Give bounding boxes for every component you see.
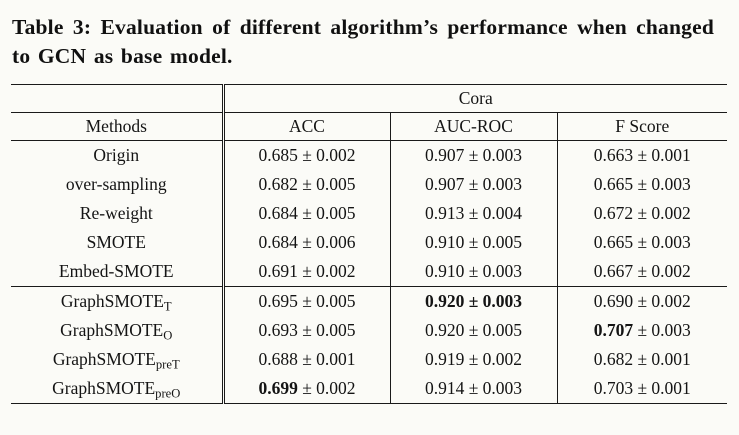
metric-cell: 0.682 ± 0.001 [593,349,691,370]
method-subscript: T [163,299,172,314]
metric-cell: 0.920 ± 0.003 [390,286,558,317]
method-name: GraphSMOTET [11,286,225,317]
method-base-label: GraphSMOTE [52,349,156,370]
method-name: Origin [11,140,225,171]
table-row: Origin 0.685 ± 0.002 0.907 ± 0.003 0.663 ± … [11,140,727,171]
table-row: GraphSMOTEO 0.693 ± 0.005 0.920 ± 0.005 0.7… [11,316,727,346]
table-row: GraphSMOTEpreT 0.688 ± 0.001 0.919 ± 0.002… [11,345,727,375]
table-row: Embed-SMOTE 0.691 ± 0.002 0.910 ± 0.003 0.6… [11,257,728,288]
metric-cell: 0.685 ± 0.002 [223,140,391,171]
metric-cell: 0.910 ± 0.005 [390,228,558,258]
metric-cell: 0.699 ± 0.002 [223,374,391,404]
metric-cell: 0.920 ± 0.005 [390,316,558,346]
metric-cell: 0.682 ± 0.005 [223,170,391,200]
method-base-label: GraphSMOTE [52,378,156,399]
method-subscript: preO [155,386,181,401]
metric-cell: 0.665 ± 0.003 [593,232,691,253]
paper-page: Table 3: Evaluation of different algorit… [11,15,728,405]
column-header-methods: Methods [11,112,225,142]
metric-cell: 0.691 ± 0.002 [223,257,391,288]
method-base-label: GraphSMOTE [60,320,164,341]
method-name: GraphSMOTEpreT [11,345,225,375]
metric-cell: 0.907 ± 0.003 [390,170,558,200]
metric-cell: 0.693 ± 0.005 [223,316,391,346]
dataset-name-header: Cora [223,84,728,114]
table-row: Re-weight 0.684 ± 0.005 0.913 ± 0.004 0.672… [11,199,727,229]
table-body: Origin 0.685 ± 0.002 0.907 ± 0.003 0.663 ± … [11,140,728,404]
metric-cell: 0.688 ± 0.001 [223,345,391,375]
metric-cell: 0.684 ± 0.005 [223,199,391,229]
empty-corner-cell [11,84,225,114]
metric-cell: 0.690 ± 0.002 [593,291,691,312]
method-base-label: GraphSMOTE [60,291,164,312]
column-header-acc: ACC [223,112,391,142]
table-row: SMOTE 0.684 ± 0.006 0.910 ± 0.005 0.665 ± 0… [11,228,727,258]
method-subscript: preT [155,357,180,372]
metric-cell: 0.907 ± 0.003 [390,140,558,171]
metric-cell: 0.663 ± 0.001 [593,145,691,166]
metric-cell: 0.672 ± 0.002 [593,203,691,224]
column-header-row: Methods ACC AUC-ROC F Score [11,112,728,142]
metric-cell: 0.914 ± 0.003 [390,374,558,404]
method-base-label: SMOTE [86,232,146,253]
table-row: over-sampling 0.682 ± 0.005 0.907 ± 0.003 0… [11,170,727,200]
results-table: Cora Methods ACC AUC-ROC F Score Origin 0… [11,84,728,405]
method-name: GraphSMOTEO [11,316,225,346]
method-base-label: Embed-SMOTE [58,261,174,282]
method-name: Re-weight [11,199,225,229]
metric-cell: 0.667 ± 0.002 [557,257,728,288]
method-name: GraphSMOTEpreO [11,374,225,404]
method-name: SMOTE [11,228,225,258]
metric-cell: 0.695 ± 0.005 [223,286,391,317]
method-name: Embed-SMOTE [11,257,225,288]
method-base-label: over-sampling [65,174,167,195]
metric-cell: 0.665 ± 0.003 [593,174,691,195]
metric-cell: 0.913 ± 0.004 [390,199,558,229]
metric-cell: 0.919 ± 0.002 [390,345,558,375]
column-header-f-score: F Score [557,112,728,142]
column-header-auc-roc: AUC-ROC [390,112,558,142]
table-row: GraphSMOTEpreO 0.699 ± 0.002 0.914 ± 0.003… [11,374,727,404]
method-subscript: O [163,328,173,343]
metric-cell: 0.707 ± 0.003 [593,320,691,341]
table-caption: Table 3: Evaluation of different algorit… [12,15,714,69]
metric-cell: 0.910 ± 0.003 [390,257,558,288]
method-base-label: Origin [93,145,140,166]
method-name: over-sampling [11,170,225,200]
table-row: GraphSMOTET 0.695 ± 0.005 0.920 ± 0.003 0.6… [11,286,727,317]
method-base-label: Re-weight [79,203,153,224]
metric-cell: 0.684 ± 0.006 [223,228,391,258]
metric-cell: 0.703 ± 0.001 [593,378,691,399]
dataset-header-row: Cora [11,84,728,114]
